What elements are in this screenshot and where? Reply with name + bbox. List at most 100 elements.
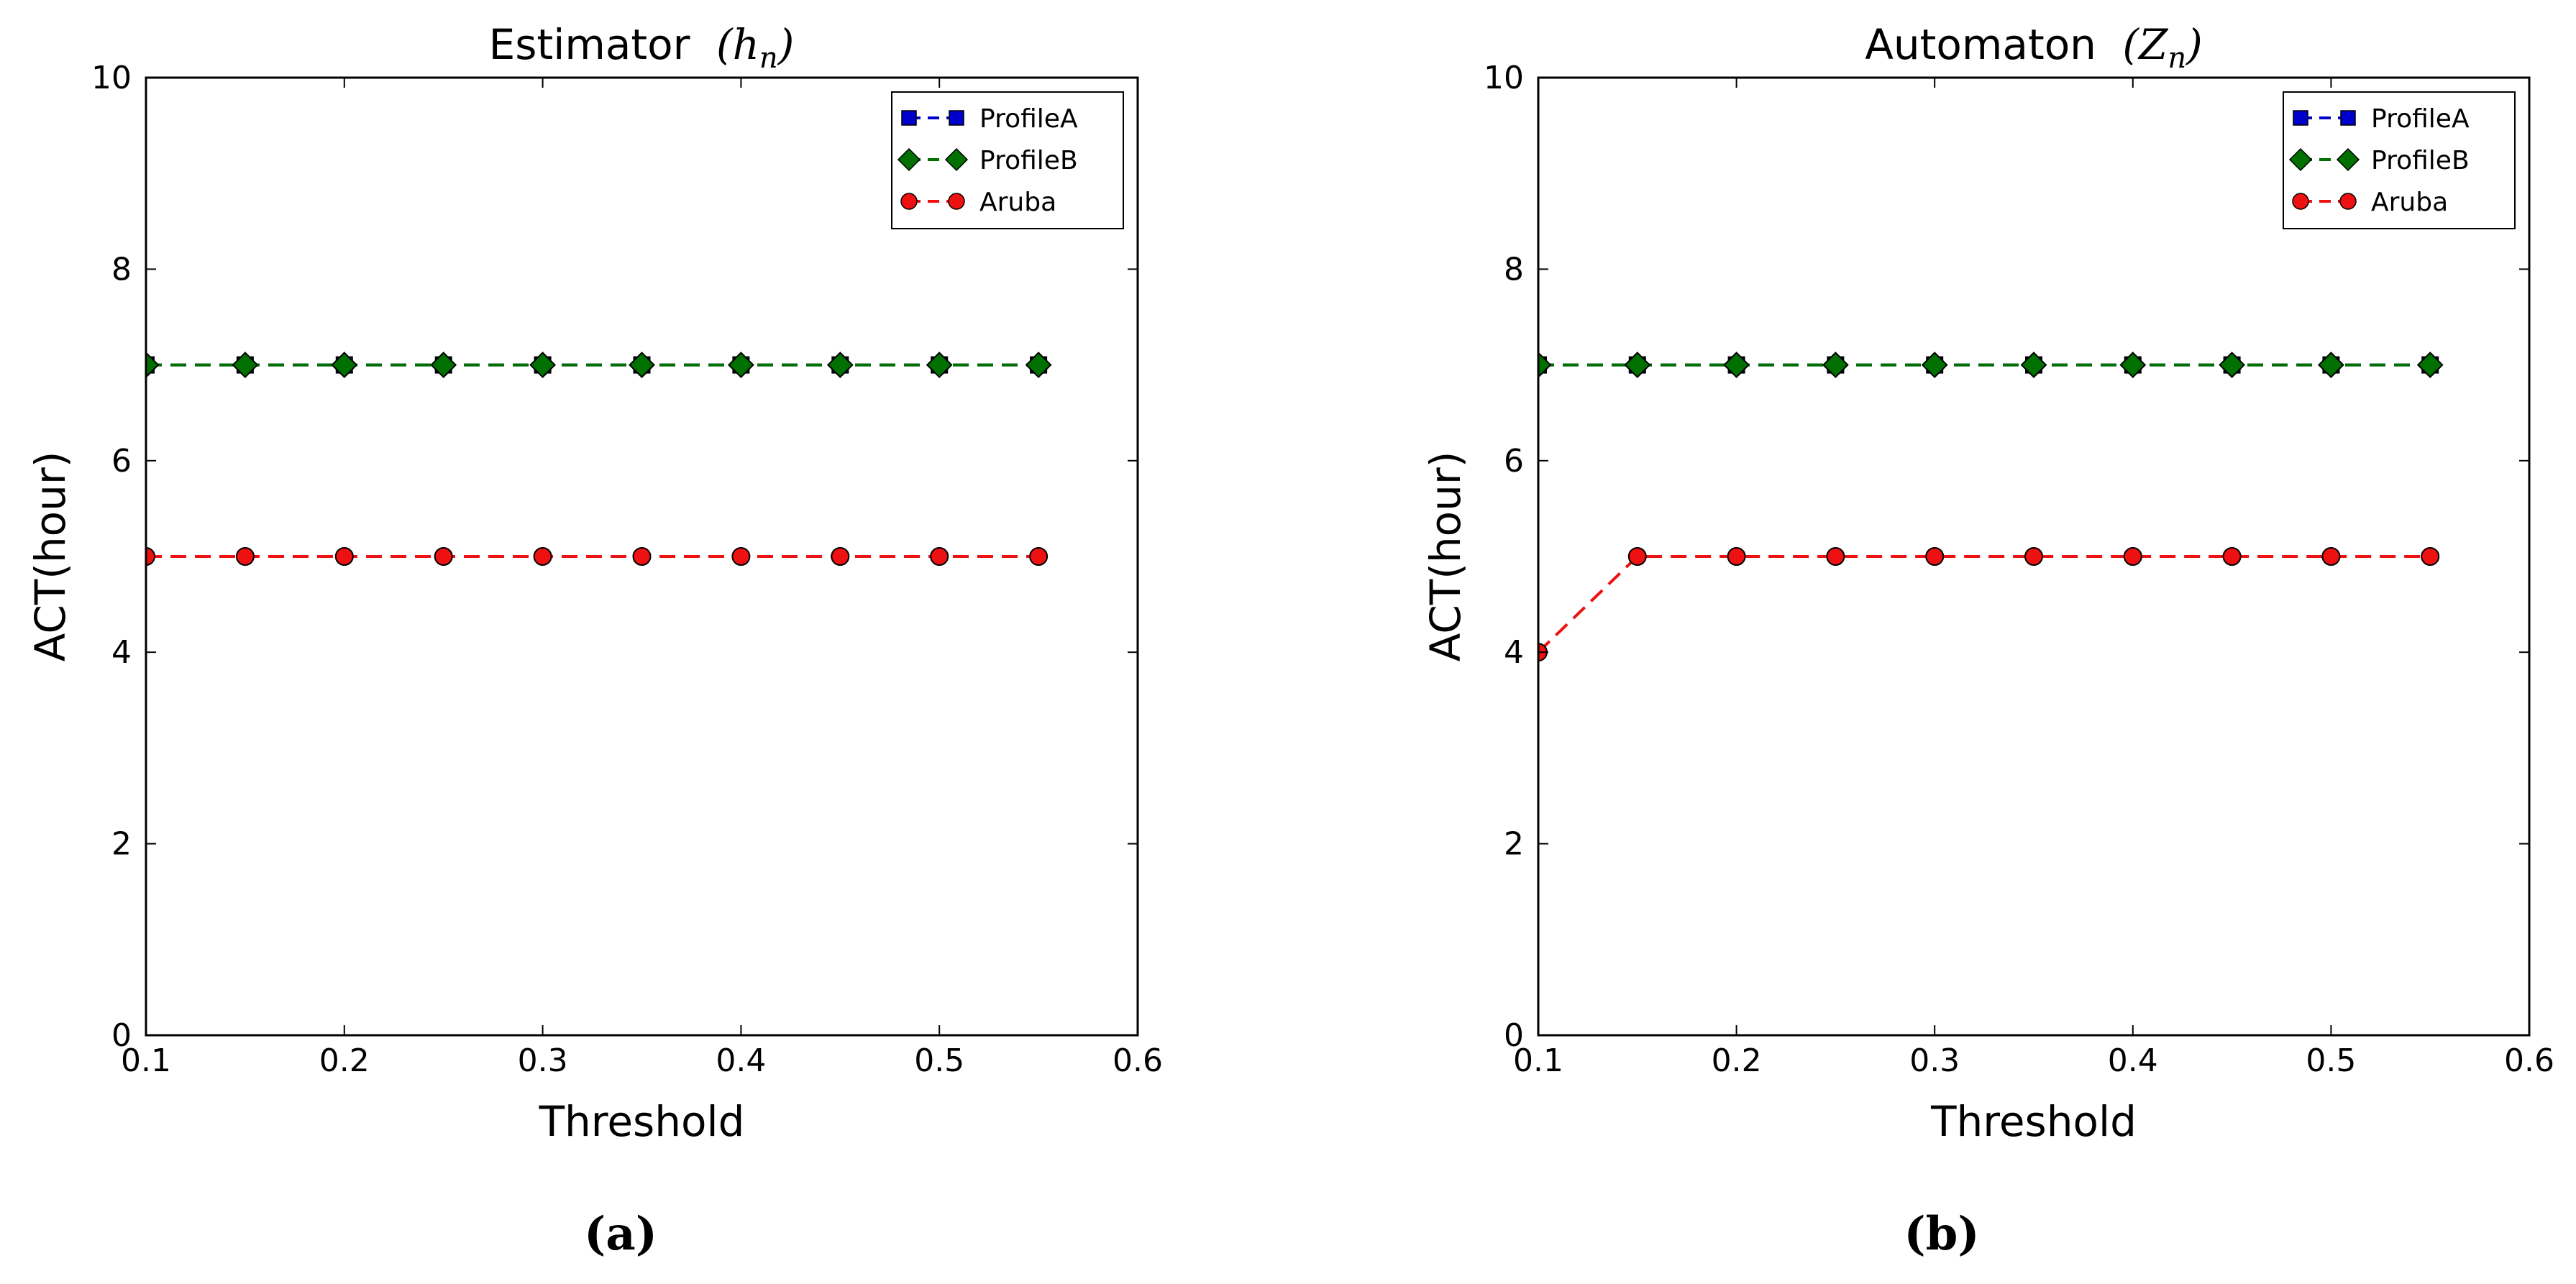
data-point-aruba [731,547,751,566]
legend-marker-circle [948,193,965,210]
data-point-aruba [930,547,949,566]
y-tick-label: 0 [1504,1017,1524,1054]
data-point-profileb [629,352,655,379]
chart-title-subscript: n [759,42,778,75]
y-tick-label: 10 [1484,60,1524,96]
y-tick-label: 4 [1504,634,1524,671]
data-point-aruba [632,547,652,566]
chart-automaton: Automaton (Zn) Threshold ACT(hour) (b) 0… [1421,20,2554,1261]
data-point-aruba [2024,547,2043,566]
data-point-profileb [1624,352,1651,379]
legend-marker-diamond [2336,147,2360,172]
panel-label: (a) [584,1207,657,1261]
y-tick-label: 6 [111,443,132,480]
data-point-aruba [1727,547,1746,566]
plot-area [1538,352,2444,662]
series-line-aruba [1538,555,2431,654]
x-tick-label: 0.3 [1909,1042,1960,1079]
chart-title-subscript: n [2168,42,2186,75]
data-point-profileb [1921,352,1948,379]
chart-title: Estimator (hn) [489,20,795,75]
data-point-aruba [434,547,453,566]
data-point-aruba [146,547,155,566]
data-point-profileb [826,352,854,379]
y-tick-label: 2 [1504,826,1524,863]
data-point-aruba [533,547,552,566]
x-tick-label: 0.2 [1712,1042,1762,1079]
legend-marker-diamond [944,147,969,172]
legend-label: ProfileA [2371,104,2470,134]
data-point-profileb [2219,352,2246,379]
data-point-aruba [235,547,255,566]
data-point-aruba [2123,547,2142,566]
chart-title-text: Estimator [489,20,690,69]
y-tick-label: 10 [91,60,132,96]
x-tick-label: 0.4 [2108,1042,2158,1079]
data-point-profileb [1723,352,1750,379]
x-tick-label: 0.6 [1113,1042,1163,1079]
legend: ProfileA ProfileB Aruba [2283,91,2516,229]
legend-label: Aruba [2371,188,2448,217]
axes-frame [145,76,1139,1037]
legend-marker-square [2293,110,2308,126]
data-point-profileb [1538,352,1552,379]
data-point-aruba [831,547,850,566]
legend-marker-diamond [2288,147,2313,172]
y-tick-label: 4 [111,634,132,671]
data-point-profileb [2020,352,2047,379]
x-tick-label: 0.6 [2504,1042,2554,1079]
chart-title: Automaton (Zn) [1865,20,2202,75]
data-point-aruba [2321,547,2341,566]
x-tick-label: 0.4 [716,1042,766,1079]
data-point-profileb [1025,352,1052,379]
data-point-aruba [1826,547,1845,566]
data-point-profileb [2317,352,2344,379]
chart-title-symbol: (h [716,20,759,69]
legend-label: ProfileB [979,146,1078,175]
x-tick-label: 0.1 [1513,1042,1563,1079]
data-point-profileb [727,352,754,379]
legend-marker-square [901,110,917,126]
data-point-aruba [2421,547,2440,566]
legend-label: ProfileB [2371,146,2470,175]
y-tick-label: 8 [1504,251,1524,288]
y-tick-label: 2 [111,826,132,863]
legend-marker-circle [900,193,918,210]
data-point-profileb [2416,352,2444,379]
data-point-profileb [926,352,953,379]
plot-area [146,352,1052,566]
data-point-aruba [1029,547,1049,566]
chart-estimator: Estimator (hn) Threshold ACT(hour) (a) 0… [26,20,1163,1261]
data-point-profileb [331,352,358,379]
x-tick-label: 0.1 [121,1042,171,1079]
data-point-aruba [1925,547,1945,566]
x-tick-label: 0.5 [914,1042,964,1079]
data-point-aruba [334,547,354,566]
legend-label: Aruba [979,188,1056,217]
chart-title-symbol-close: ) [2185,20,2203,69]
x-axis-label: Threshold [1930,1097,2137,1146]
x-tick-label: 0.5 [2306,1042,2356,1079]
data-point-profileb [1822,352,1849,379]
panel-label: (b) [1904,1207,1979,1261]
chart-title-text: Automaton [1865,20,2096,69]
y-tick-label: 0 [111,1017,132,1054]
y-axis-label: ACT(hour) [1421,451,1470,662]
x-tick-label: 0.3 [518,1042,568,1079]
legend-label: ProfileA [979,104,1078,134]
data-point-profileb [529,352,557,379]
y-axis-label: ACT(hour) [26,451,75,662]
x-tick-label: 0.2 [319,1042,370,1079]
x-axis-label: Threshold [539,1097,745,1146]
axes-frame [1537,76,2531,1037]
y-tick-label: 6 [1504,443,1524,480]
legend-marker-circle [2339,193,2357,210]
legend-marker-square [2340,110,2356,126]
data-point-aruba [1627,547,1647,566]
data-point-profileb [146,352,160,379]
data-point-aruba [2222,547,2242,566]
data-point-profileb [430,352,457,379]
chart-title-symbol-close: ) [777,20,795,69]
legend-marker-square [949,110,964,126]
